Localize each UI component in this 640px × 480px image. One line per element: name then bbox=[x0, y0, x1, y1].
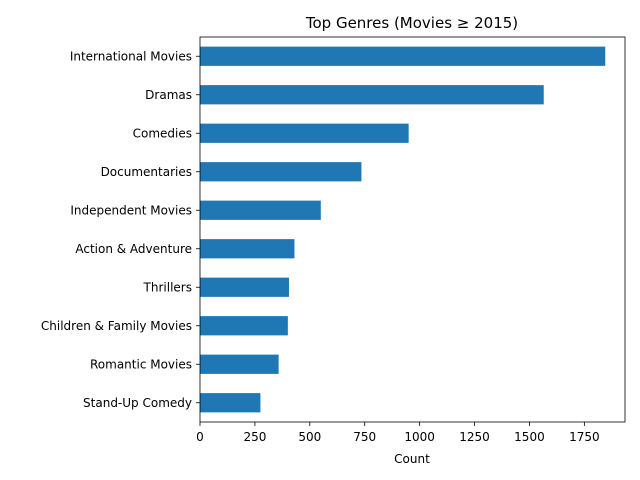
y-tick-label: Comedies bbox=[133, 126, 192, 140]
x-tick-label: 1250 bbox=[459, 430, 490, 444]
x-tick-label: 0 bbox=[196, 430, 204, 444]
y-tick-label: Romantic Movies bbox=[90, 357, 192, 371]
bar bbox=[200, 316, 288, 336]
y-tick-label: Thrillers bbox=[143, 280, 192, 294]
y-tick-label: International Movies bbox=[70, 49, 192, 63]
bar bbox=[200, 46, 606, 66]
bar bbox=[200, 200, 321, 220]
bar bbox=[200, 354, 279, 374]
bars-layer bbox=[200, 46, 606, 413]
x-tick-label: 1000 bbox=[404, 430, 435, 444]
bar bbox=[200, 85, 544, 105]
bar bbox=[200, 162, 362, 182]
x-axis-label: Count bbox=[394, 452, 430, 466]
bar bbox=[200, 277, 289, 297]
y-tick-label: Dramas bbox=[145, 88, 192, 102]
bar bbox=[200, 239, 295, 259]
y-tick-label: Stand-Up Comedy bbox=[83, 396, 192, 410]
x-tick-label: 1500 bbox=[514, 430, 545, 444]
y-tick-label: Documentaries bbox=[101, 165, 192, 179]
bar bbox=[200, 123, 409, 143]
x-tick-label: 500 bbox=[298, 430, 321, 444]
axes-layer: International Movies Dramas Comedies Docume… bbox=[41, 36, 626, 444]
bar bbox=[200, 393, 261, 413]
x-tick-label: 750 bbox=[353, 430, 376, 444]
x-tick-label: 1750 bbox=[569, 430, 600, 444]
y-tick-label: Action & Adventure bbox=[75, 242, 192, 256]
y-tick-label: Children & Family Movies bbox=[41, 319, 192, 333]
x-tick-label: 250 bbox=[243, 430, 266, 444]
y-tick-label: Independent Movies bbox=[70, 203, 192, 217]
plot-frame bbox=[199, 36, 626, 423]
chart-title: Top Genres (Movies ≥ 2015) bbox=[305, 14, 518, 32]
